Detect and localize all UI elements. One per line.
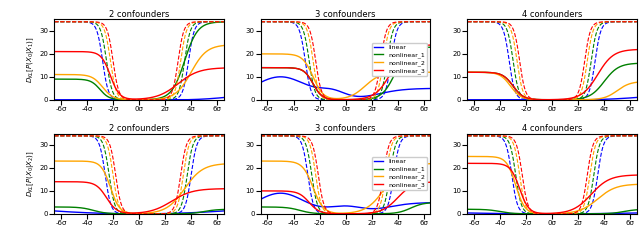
linear: [385, 205, 393, 208]
nonlinear_1: [357, 212, 365, 215]
nonlinear_2: [357, 88, 365, 91]
nonlinear_2: [426, 71, 434, 74]
linear: [301, 82, 308, 85]
nonlinear_3: [301, 70, 308, 73]
nonlinear_3: [257, 190, 265, 192]
nonlinear_1: [287, 207, 295, 210]
nonlinear_3: [287, 190, 295, 193]
nonlinear_3: [287, 66, 295, 69]
nonlinear_3: [341, 212, 349, 215]
nonlinear_1: [385, 212, 392, 215]
nonlinear_2: [385, 72, 392, 75]
nonlinear_2: [301, 168, 308, 171]
nonlinear_1: [350, 212, 358, 215]
nonlinear_3: [357, 212, 365, 215]
nonlinear_2: [287, 53, 295, 56]
nonlinear_2: [385, 182, 392, 184]
linear: [371, 93, 378, 96]
Title: 4 confounders: 4 confounders: [522, 124, 582, 133]
nonlinear_3: [426, 43, 434, 46]
nonlinear_2: [334, 97, 342, 100]
linear: [357, 206, 365, 209]
nonlinear_1: [333, 98, 341, 101]
nonlinear_1: [301, 210, 308, 213]
nonlinear_1: [301, 70, 308, 73]
nonlinear_1: [333, 212, 341, 215]
linear: [301, 200, 308, 203]
nonlinear_3: [338, 98, 346, 101]
nonlinear_2: [287, 160, 295, 163]
nonlinear_1: [287, 66, 295, 69]
Legend: linear, nonlinear_1, nonlinear_2, nonlinear_3: linear, nonlinear_1, nonlinear_2, nonlin…: [372, 157, 427, 190]
Line: nonlinear_3: nonlinear_3: [261, 45, 430, 100]
nonlinear_1: [426, 201, 434, 204]
nonlinear_3: [426, 181, 434, 184]
nonlinear_2: [333, 97, 341, 100]
nonlinear_1: [343, 98, 351, 101]
Title: 3 confounders: 3 confounders: [316, 124, 376, 133]
Title: 2 confounders: 2 confounders: [109, 124, 169, 133]
nonlinear_1: [357, 98, 365, 101]
nonlinear_1: [257, 206, 265, 208]
nonlinear_2: [371, 200, 378, 203]
Legend: linear, nonlinear_1, nonlinear_2, nonlinear_3: linear, nonlinear_1, nonlinear_2, nonlin…: [372, 43, 427, 76]
nonlinear_3: [257, 66, 265, 69]
linear: [356, 95, 364, 98]
Y-axis label: $D_{KL}[P(X_0|X_1)]$: $D_{KL}[P(X_0|X_1)]$: [26, 36, 36, 83]
nonlinear_3: [385, 205, 392, 208]
linear: [385, 90, 393, 93]
nonlinear_2: [357, 209, 365, 212]
Title: 4 confounders: 4 confounders: [522, 10, 582, 19]
nonlinear_3: [357, 97, 365, 100]
Line: nonlinear_1: nonlinear_1: [261, 47, 430, 100]
linear: [276, 192, 284, 195]
Y-axis label: $D_{KL}[P(X_0|X_2)]$: $D_{KL}[P(X_0|X_2)]$: [26, 150, 36, 197]
linear: [426, 87, 434, 90]
linear: [257, 198, 265, 200]
nonlinear_2: [337, 212, 345, 215]
nonlinear_1: [371, 212, 378, 215]
nonlinear_1: [426, 46, 434, 49]
nonlinear_2: [426, 162, 434, 165]
Line: linear: linear: [261, 77, 430, 96]
linear: [371, 207, 378, 210]
Line: nonlinear_2: nonlinear_2: [261, 161, 430, 213]
nonlinear_3: [301, 196, 308, 199]
nonlinear_2: [333, 212, 341, 215]
nonlinear_3: [385, 75, 392, 78]
linear: [334, 89, 342, 92]
linear: [426, 201, 434, 204]
linear: [287, 194, 295, 197]
nonlinear_2: [257, 160, 265, 163]
linear: [257, 81, 265, 84]
nonlinear_1: [371, 96, 378, 99]
nonlinear_1: [385, 84, 392, 87]
Line: nonlinear_1: nonlinear_1: [261, 203, 430, 214]
linear: [334, 205, 342, 208]
Line: nonlinear_3: nonlinear_3: [261, 182, 430, 214]
Line: nonlinear_2: nonlinear_2: [261, 54, 430, 99]
nonlinear_3: [333, 212, 341, 215]
nonlinear_2: [301, 60, 308, 63]
Title: 3 confounders: 3 confounders: [316, 10, 376, 19]
linear: [358, 95, 365, 98]
Line: linear: linear: [261, 193, 430, 209]
nonlinear_1: [257, 66, 265, 69]
nonlinear_3: [371, 211, 378, 214]
nonlinear_2: [257, 52, 265, 55]
linear: [276, 75, 284, 78]
linear: [287, 77, 295, 80]
linear: [369, 207, 377, 210]
nonlinear_3: [371, 93, 378, 95]
nonlinear_3: [333, 98, 341, 101]
Title: 2 confounders: 2 confounders: [109, 10, 169, 19]
nonlinear_2: [371, 77, 378, 80]
